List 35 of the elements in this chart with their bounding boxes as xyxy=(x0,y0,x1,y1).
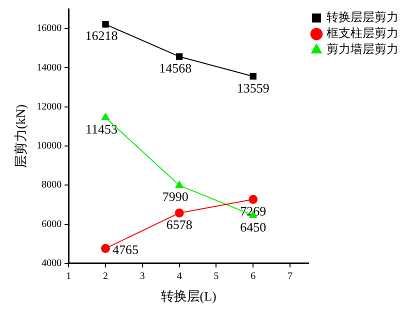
point xyxy=(176,53,183,60)
point xyxy=(102,113,110,120)
x-axis-title: 转换层(L) xyxy=(160,288,216,304)
point xyxy=(174,208,184,218)
y-tick-label: 6000 xyxy=(42,218,62,230)
x-tick-label: 3 xyxy=(140,271,145,282)
data-label: 6450 xyxy=(240,219,266,234)
legend-label: 剪力墙层剪力 xyxy=(326,42,398,56)
x-tick-label: 4 xyxy=(176,271,182,282)
y-tick-label: 8000 xyxy=(42,180,62,191)
y-tick-label: 16000 xyxy=(36,23,62,34)
point xyxy=(250,73,256,80)
data-label: 11453 xyxy=(85,121,118,136)
data-label: 6578 xyxy=(166,216,192,232)
point xyxy=(175,180,184,188)
y-tick-label: 10000 xyxy=(36,140,62,152)
point xyxy=(248,194,258,204)
x-tick-label: 2 xyxy=(103,271,108,282)
x-tick-label: 5 xyxy=(214,271,219,282)
data-label: 7990 xyxy=(162,189,188,204)
y-tick-label: 12000 xyxy=(36,101,62,112)
legend-label: 转换层层剪力 xyxy=(326,10,398,24)
data-label: 13559 xyxy=(236,80,270,96)
data-label: 16218 xyxy=(85,28,118,44)
x-tick-label: 1 xyxy=(66,271,72,282)
y-axis-title: 层剪力(kN) xyxy=(13,104,28,168)
x-tick-label: 6 xyxy=(250,271,256,282)
legend-label: 框支柱层剪力 xyxy=(326,26,398,40)
data-label: 4765 xyxy=(112,242,139,257)
point xyxy=(101,244,110,253)
data-label: 14568 xyxy=(159,60,192,76)
y-tick-label: 4000 xyxy=(42,258,62,270)
y-tick-label: 14000 xyxy=(36,62,62,74)
x-tick-label: 7 xyxy=(288,271,293,282)
point xyxy=(102,20,109,28)
